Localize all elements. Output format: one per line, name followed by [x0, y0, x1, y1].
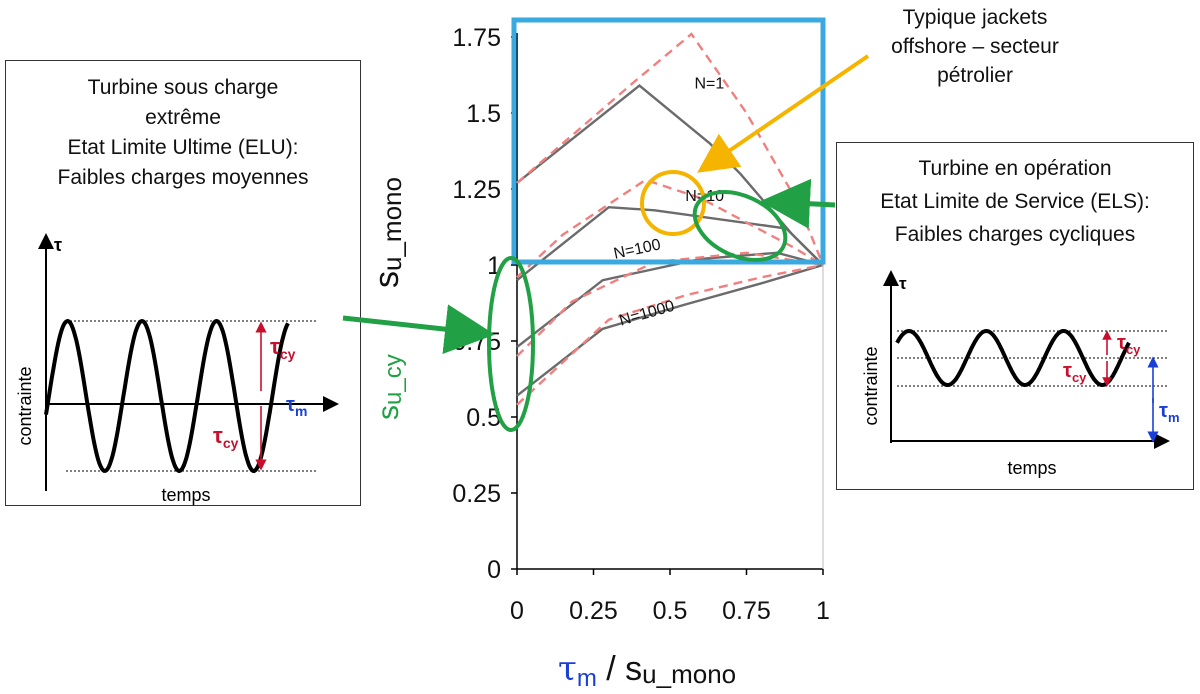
left-panel-elu: Turbine sous charge extrême Etat Limite … [5, 60, 361, 506]
els-green-ellipse [692, 190, 788, 262]
right-tau-m-label: τm [1159, 400, 1180, 425]
x-axis-label: τm / su_mono [558, 649, 736, 692]
right-tau-cy-upper-label: τcy [1117, 332, 1141, 357]
left-signal-plot: τcy τcy τm τ contrainte temps [15, 233, 339, 505]
annotation-line-3: pétrolier [937, 64, 1013, 87]
x-tick-label: 0.25 [569, 597, 618, 625]
y-axis-label-s-u-mono: su_mono [368, 177, 407, 288]
annotation-line-1: Typique jackets [902, 6, 1048, 29]
x-tick-label: 0.75 [722, 597, 771, 625]
right-panel-title: Turbine en opération Etat Limite de Serv… [837, 152, 1193, 251]
right-y-axis-symbol: τ [899, 274, 907, 293]
series-line-N100-solid [516, 251, 824, 349]
highlight-box [511, 17, 826, 265]
series-line-N1-dashed [516, 32, 825, 266]
curve-label-N100: N=100 [612, 236, 662, 263]
left-x-label: temps [161, 485, 210, 505]
series-line-N1000-solid [516, 263, 824, 397]
right-x-label: temps [1007, 458, 1056, 478]
left-tau-m-label: τm [286, 394, 307, 419]
y-axis-label-s-u-cy: su_cy [372, 354, 407, 420]
right-title-line-3: Faibles charges cycliques [894, 223, 1136, 246]
y-tick-label: 0 [487, 556, 501, 584]
jacket-orange-circle [640, 170, 706, 236]
left-panel-title: Turbine sous charge extrême Etat Limite … [6, 73, 360, 193]
curve-label-N1: N=1 [694, 76, 724, 93]
series-line-N10-solid [516, 205, 824, 282]
right-title-line-2: Etat Limite de Service (ELS): [880, 190, 1150, 213]
left-title-line-3: Etat Limite Ultime (ELU): [67, 136, 299, 159]
right-tau-cy-lower-label: τcy [1063, 360, 1087, 385]
series-line-N10-dashed [516, 178, 824, 279]
jacket-orange-arrow [697, 54, 870, 173]
right-title-line-1: Turbine en opération [918, 157, 1112, 180]
left-sine-wave [44, 318, 290, 474]
y-tick-label: 1.75 [452, 24, 501, 52]
curve-label-N1000: N=1000 [617, 298, 676, 330]
y-tick-label: 1.25 [452, 176, 501, 204]
els-green-arrow [760, 178, 836, 229]
left-tau-cy-lower-label: τcy [213, 423, 239, 451]
right-y-label: contrainte [861, 346, 881, 425]
series-line-N1000-dashed [516, 263, 824, 406]
right-signal-plot: τcy τcy τm τ contrainte temps [861, 270, 1180, 478]
left-tau-cy-upper-label: τcy [270, 334, 296, 362]
left-title-line-1: Turbine sous charge [87, 76, 279, 99]
x-tick-label: 0.5 [653, 597, 688, 625]
left-title-line-2: extrême [145, 106, 221, 129]
annotation-jackets-offshore: Typique jackets offshore – secteur pétro… [860, 3, 1090, 90]
left-y-label: contrainte [15, 366, 35, 445]
right-panel-els: Turbine en opération Etat Limite de Serv… [836, 142, 1194, 490]
right-sine-wave [895, 328, 1131, 388]
elu-green-arrow [342, 304, 495, 355]
y-tick-label: 0.25 [452, 480, 501, 508]
x-tick-label: 0 [510, 597, 524, 625]
annotation-line-2: offshore – secteur [891, 35, 1059, 58]
left-title-line-4: Faibles charges moyennes [57, 166, 309, 189]
y-tick-label: 1.5 [466, 100, 501, 128]
x-tick-label: 1 [816, 597, 830, 625]
left-y-axis-symbol: τ [54, 235, 62, 255]
